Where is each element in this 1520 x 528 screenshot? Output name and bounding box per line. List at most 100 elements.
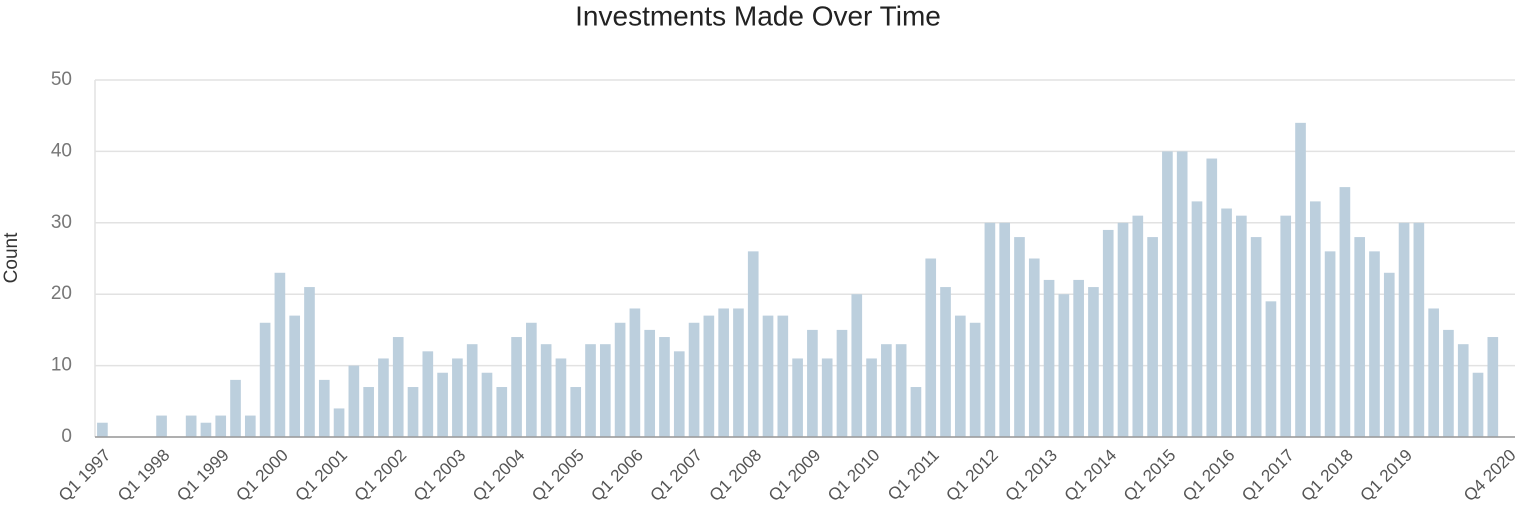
x-tick-label: Q1 2008 [706,446,766,506]
bar [289,315,301,437]
bar [792,358,803,437]
bar [97,422,108,437]
bar [348,365,360,437]
bar [1117,222,1129,437]
x-tick-label: Q1 2006 [587,446,647,506]
bar [555,358,567,437]
bar [230,379,241,437]
x-tick-label: Q1 2010 [824,446,884,506]
bar [1265,301,1277,437]
x-tick-label: Q1 2013 [1001,446,1061,506]
bar [969,322,981,437]
bar [954,315,966,437]
bar [244,415,256,437]
bar [437,372,448,437]
bar [718,308,729,437]
bar [1014,237,1025,437]
bar [407,387,419,437]
bar [984,222,996,437]
bar [703,315,715,437]
bar [777,315,789,437]
bar [673,351,685,437]
x-tick-label: Q1 2009 [765,446,825,506]
x-tick-label: Q1 2011 [884,446,943,505]
bar [1383,272,1395,437]
bar [200,422,212,437]
bar [466,344,478,437]
bar [659,337,670,437]
bar [1280,215,1292,437]
bar [1058,294,1070,437]
bar [1413,222,1425,437]
x-tick-label: Q1 2018 [1297,446,1357,506]
x-tick-label: Q1 2005 [528,446,588,506]
bar [1443,329,1454,437]
bar [1369,251,1380,437]
bar [259,322,271,437]
bar [910,387,922,437]
bar [304,287,315,437]
bar [866,358,877,437]
x-tick-label: Q1 2001 [291,446,351,506]
bar [378,358,389,437]
x-tick-label: Q1 2017 [1238,446,1298,506]
bar [925,258,937,437]
bar [1102,229,1114,437]
bar [644,329,656,437]
bar [1354,237,1366,437]
bar [215,415,227,437]
bar [540,344,552,437]
bar [1147,237,1158,437]
x-tick-label: Q1 2000 [232,446,292,506]
x-tick-label: Q1 1997 [55,446,115,506]
x-tick-label: Q1 1998 [114,446,174,506]
bar [1472,372,1484,437]
x-tick-label: Q1 2007 [646,446,706,506]
y-tick-label: 20 [51,283,72,304]
bar [629,308,641,437]
bar [1028,258,1040,437]
bar [733,308,744,437]
bar [570,387,582,437]
bar [940,287,951,437]
bar [821,358,833,437]
bar [511,337,522,437]
bar [1428,308,1439,437]
bar [1176,151,1188,437]
bar [1162,151,1173,437]
y-tick-label: 0 [61,426,72,447]
bar [1073,279,1084,437]
bar [1206,158,1218,438]
bar [156,415,167,437]
bar [1339,187,1351,437]
bar [881,344,892,437]
y-axis-label: Count [1,232,22,283]
x-tick-label: Q4 2020 [1460,446,1520,506]
x-tick-label: Q1 1999 [173,446,233,506]
bar [1132,215,1144,437]
bar [599,344,611,437]
bar [526,322,537,437]
bar [422,351,434,437]
bar [1309,201,1321,437]
x-tick-label: Q1 2015 [1120,446,1180,506]
bar [807,329,818,437]
bar [1191,201,1203,437]
x-tick-label: Q1 2003 [410,446,470,506]
bar [688,322,700,437]
bar [363,387,374,437]
bar [1236,215,1247,437]
bar [1398,222,1410,437]
bar [851,294,863,437]
bar [1487,337,1499,437]
bar [747,251,759,437]
bar [392,337,404,437]
bar [185,415,197,437]
bar [318,379,330,437]
bar [836,329,848,437]
y-tick-label: 50 [51,69,72,90]
bar [496,387,508,437]
bar [274,272,286,437]
x-tick-label: Q1 2012 [942,446,1002,506]
